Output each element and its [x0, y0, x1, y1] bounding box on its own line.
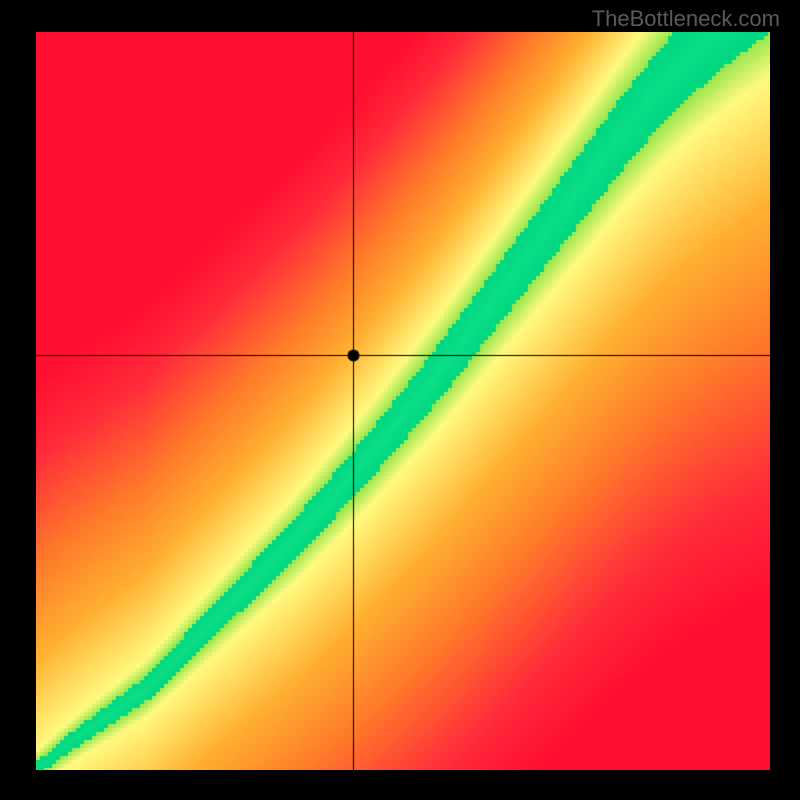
heatmap-canvas	[36, 32, 770, 770]
heatmap-plot	[36, 32, 770, 770]
watermark-label: TheBottleneck.com	[592, 6, 780, 32]
